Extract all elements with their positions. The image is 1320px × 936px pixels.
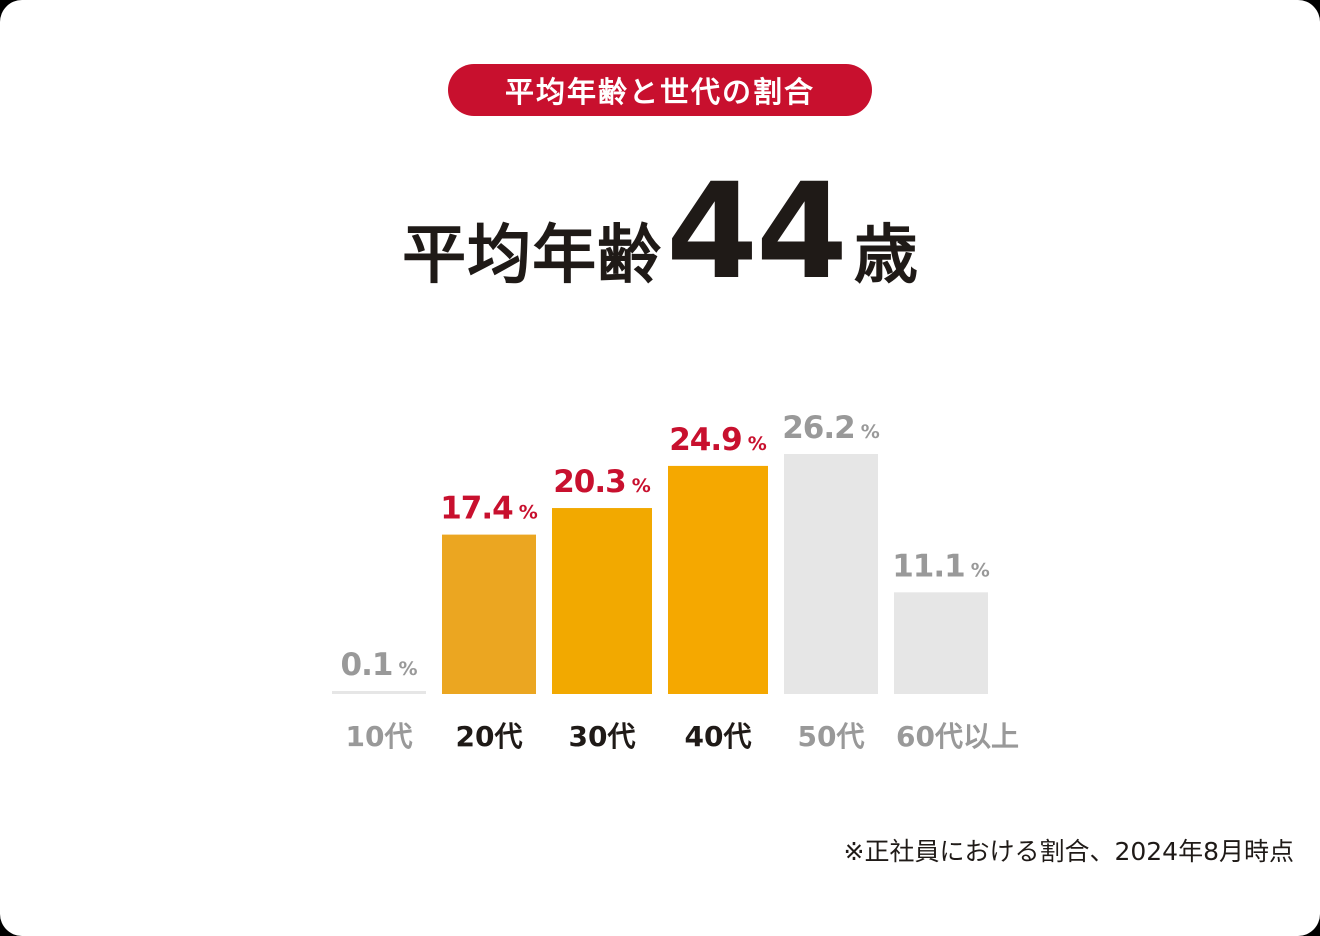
footnote: ※正社員における割合、2024年8月時点 — [843, 837, 1294, 866]
bar-2 — [552, 508, 652, 694]
bar-5 — [894, 592, 988, 694]
average-age-value: 44 — [666, 155, 848, 309]
bar-4 — [784, 454, 878, 694]
category-label-0: 10代 — [346, 720, 413, 753]
value-label-2: 20.3% — [553, 464, 651, 500]
category-label-1: 20代 — [456, 720, 523, 753]
average-age-suffix: 歳 — [853, 219, 918, 293]
average-age-headline: 平均年齢 44 歳 — [0, 166, 1320, 306]
title-badge: 平均年齢と世代の割合 — [448, 64, 872, 116]
value-label-3: 24.9% — [669, 422, 767, 458]
bar-3 — [668, 465, 768, 694]
bar-0 — [332, 691, 426, 694]
value-label-4: 26.2% — [782, 410, 880, 446]
average-age-prefix: 平均年齢 — [402, 219, 663, 293]
category-label-2: 30代 — [569, 720, 636, 753]
value-label-0: 0.1% — [341, 647, 418, 683]
value-label-5: 11.1% — [892, 548, 990, 584]
value-label-1: 17.4% — [440, 491, 538, 527]
bar-1 — [442, 534, 536, 694]
age-distribution-bar-chart: 0.1 % 10代 17.4 % 20代 20.3 % 30代 24.9 % 40代 26.2 % 50代 1… — [332, 410, 1019, 753]
category-label-4: 50代 — [798, 720, 865, 753]
category-label-5: 60代以上 — [896, 720, 1019, 753]
category-label-3: 40代 — [685, 720, 752, 753]
